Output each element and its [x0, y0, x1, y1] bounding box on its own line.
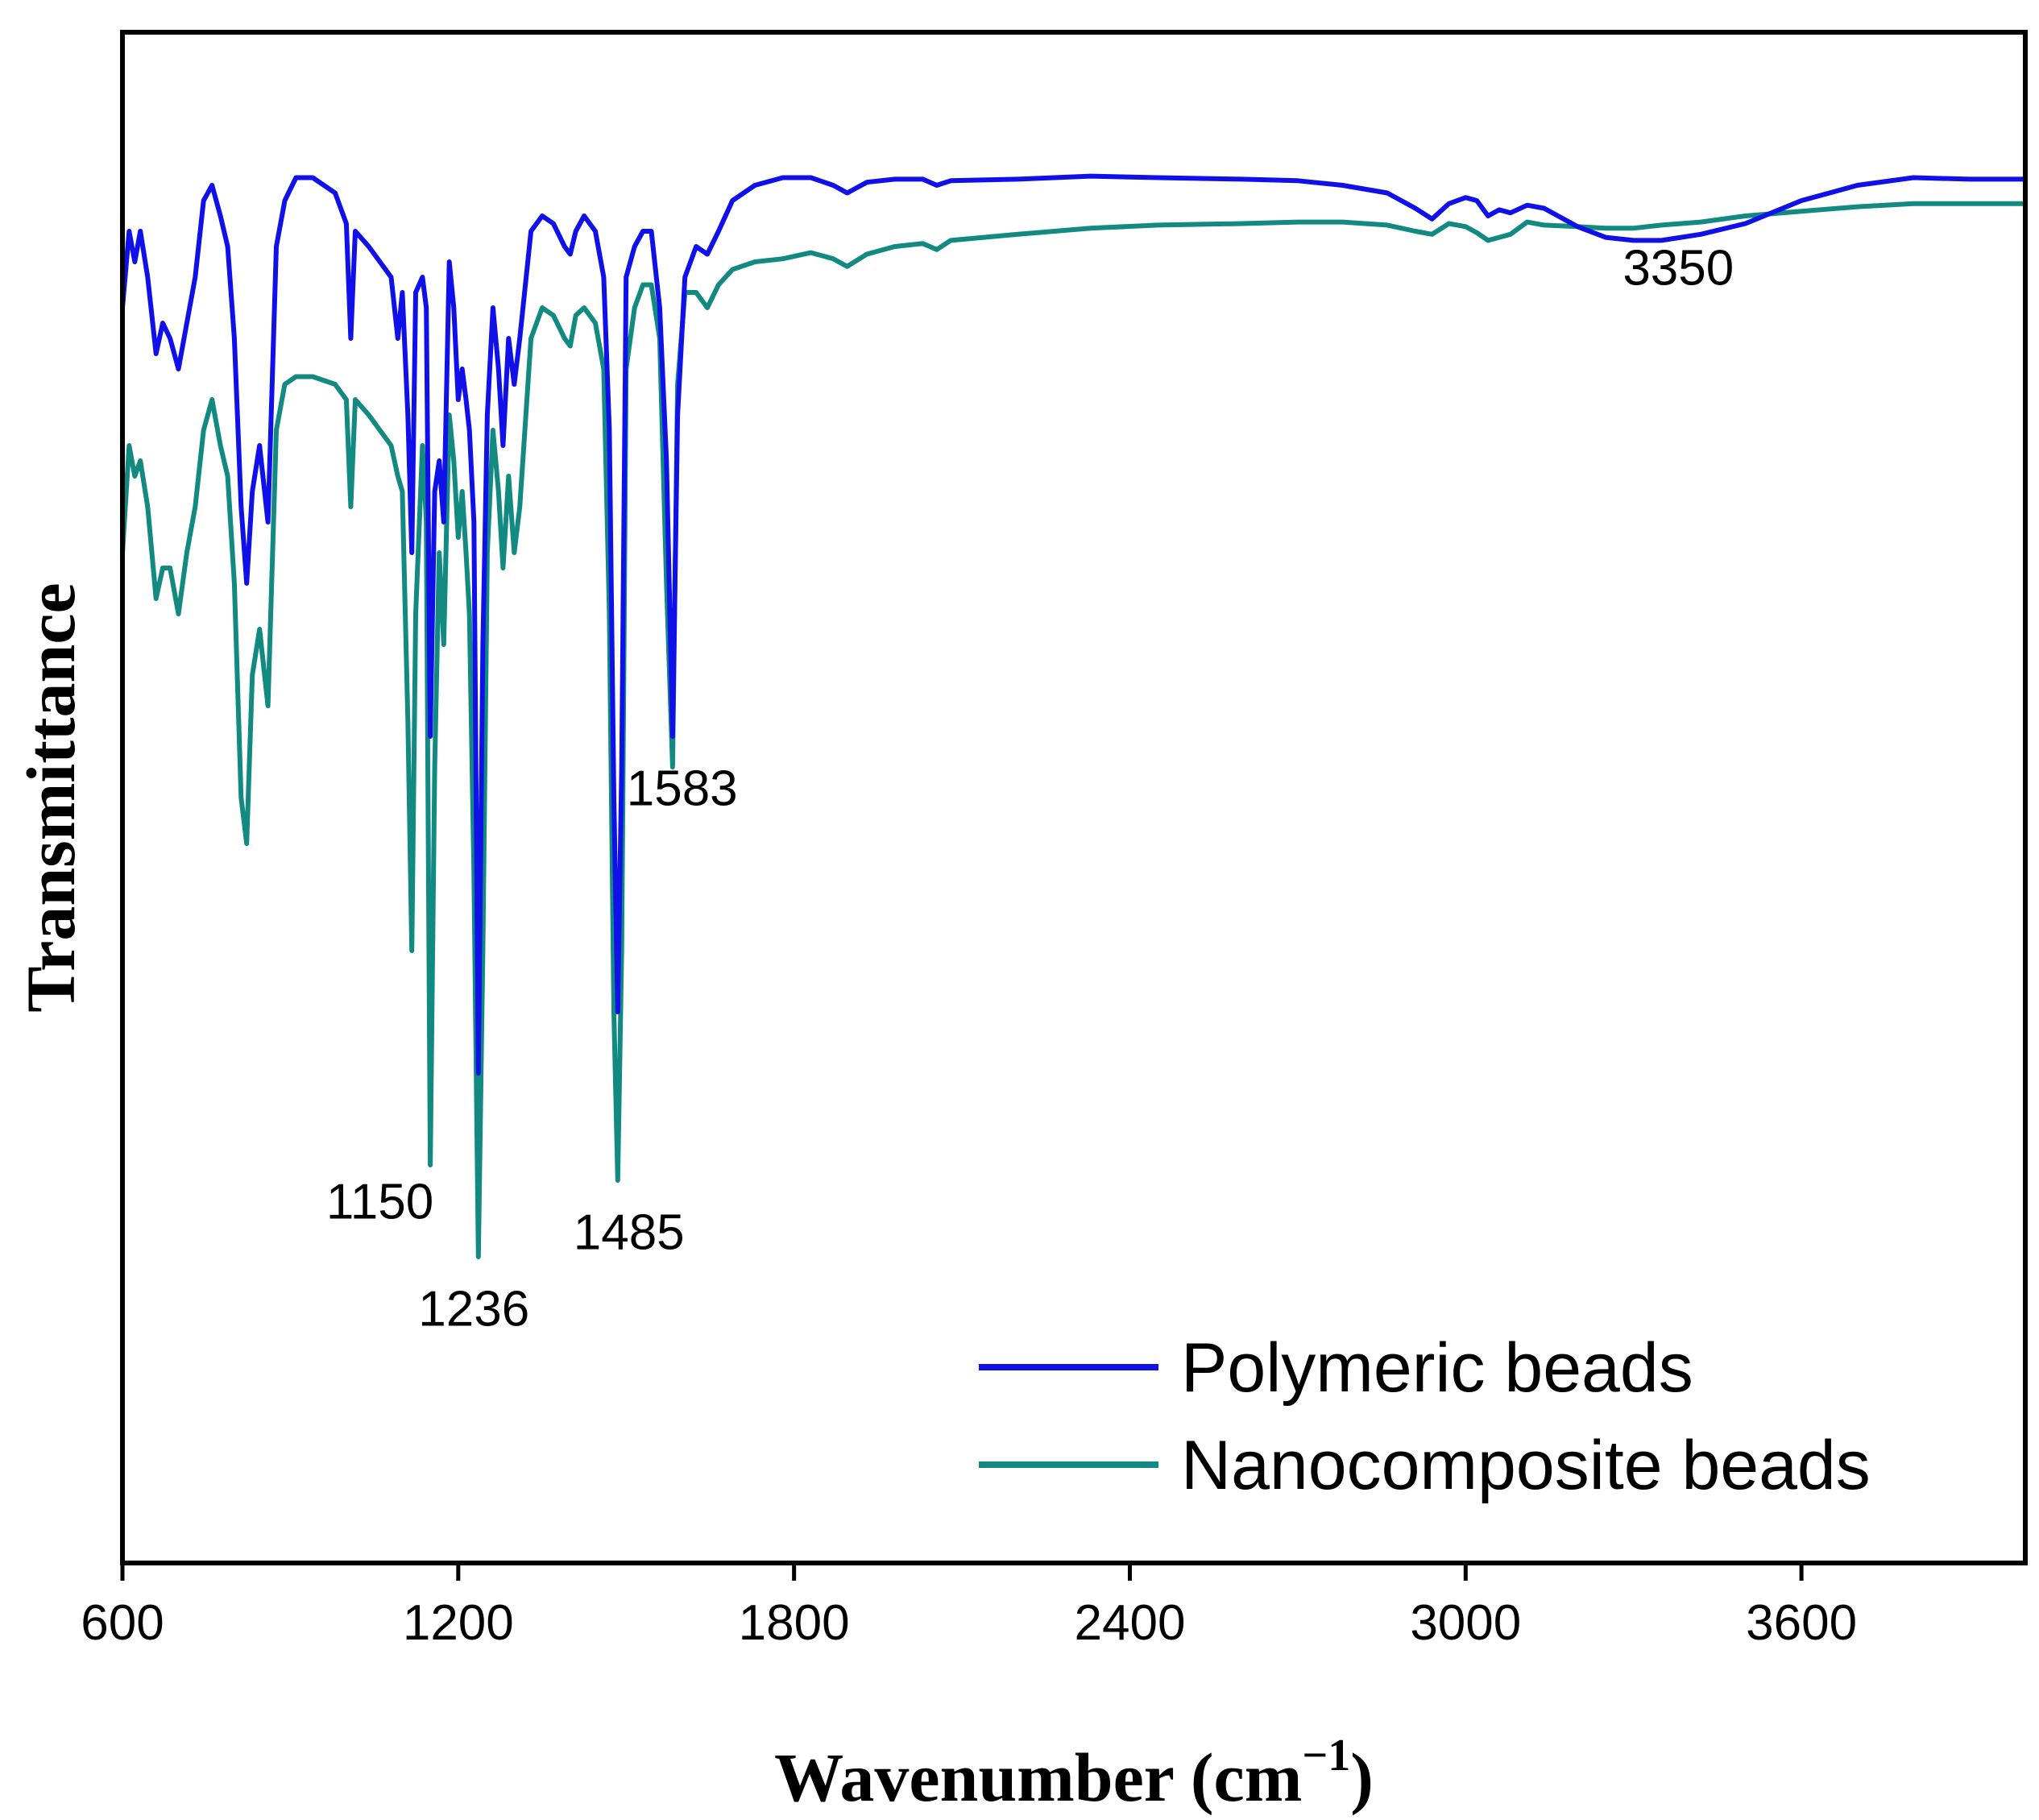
x-tick-label-1200: 1200	[403, 1595, 514, 1651]
x-axis-title-unit-exponent: −1	[1302, 1731, 1350, 1781]
series-line-polymeric-beads	[120, 173, 2025, 1076]
legend-label-nanocomposite-beads: Nanocomposite beads	[1181, 1427, 1871, 1504]
x-tick-label-3600: 3600	[1746, 1595, 1857, 1651]
legend: Polymeric beads Nanocomposite beads	[979, 1329, 1871, 1504]
x-tick-label-600: 600	[81, 1595, 164, 1651]
peak-label-1236: 1236	[418, 1282, 529, 1337]
peak-label-1485: 1485	[574, 1205, 685, 1261]
legend-label-polymeric-beads: Polymeric beads	[1181, 1329, 1693, 1407]
x-tick-label-1800: 1800	[739, 1595, 850, 1651]
x-tick-label-3000: 3000	[1410, 1595, 1521, 1651]
peak-label-1583: 1583	[627, 761, 738, 817]
x-axis-title: Wavenumber (cm−1)	[774, 1731, 1374, 1816]
y-axis-title: Transmittance	[12, 582, 89, 1012]
x-axis-title-close: )	[1350, 1739, 1374, 1816]
x-axis-title-text: Wavenumber (cm	[774, 1739, 1302, 1816]
x-tick-label-2400: 2400	[1075, 1595, 1186, 1651]
peak-label-1150: 1150	[326, 1175, 433, 1230]
peak-annotations: 3350 1583 1150 1485 1236	[326, 241, 1734, 1337]
x-axis: 600 1200 1800 2400 3000 3600	[81, 1563, 1857, 1651]
peak-label-3350: 3350	[1622, 241, 1734, 296]
series-layer	[120, 173, 2025, 1259]
plot-frame	[120, 30, 2028, 1565]
series-line-nanocomposite-beads	[120, 201, 2025, 1259]
